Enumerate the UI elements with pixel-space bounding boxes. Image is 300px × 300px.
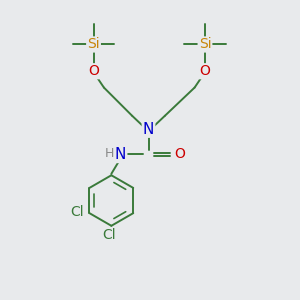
Text: Cl: Cl [70,205,84,219]
Text: Cl: Cl [102,228,116,242]
Text: N: N [143,122,154,137]
Text: O: O [200,64,210,78]
Text: O: O [88,64,99,78]
Text: N: N [115,147,126,162]
Text: H: H [105,147,114,161]
Text: O: O [174,148,185,161]
Text: Si: Si [199,38,211,52]
Text: Si: Si [87,38,100,52]
